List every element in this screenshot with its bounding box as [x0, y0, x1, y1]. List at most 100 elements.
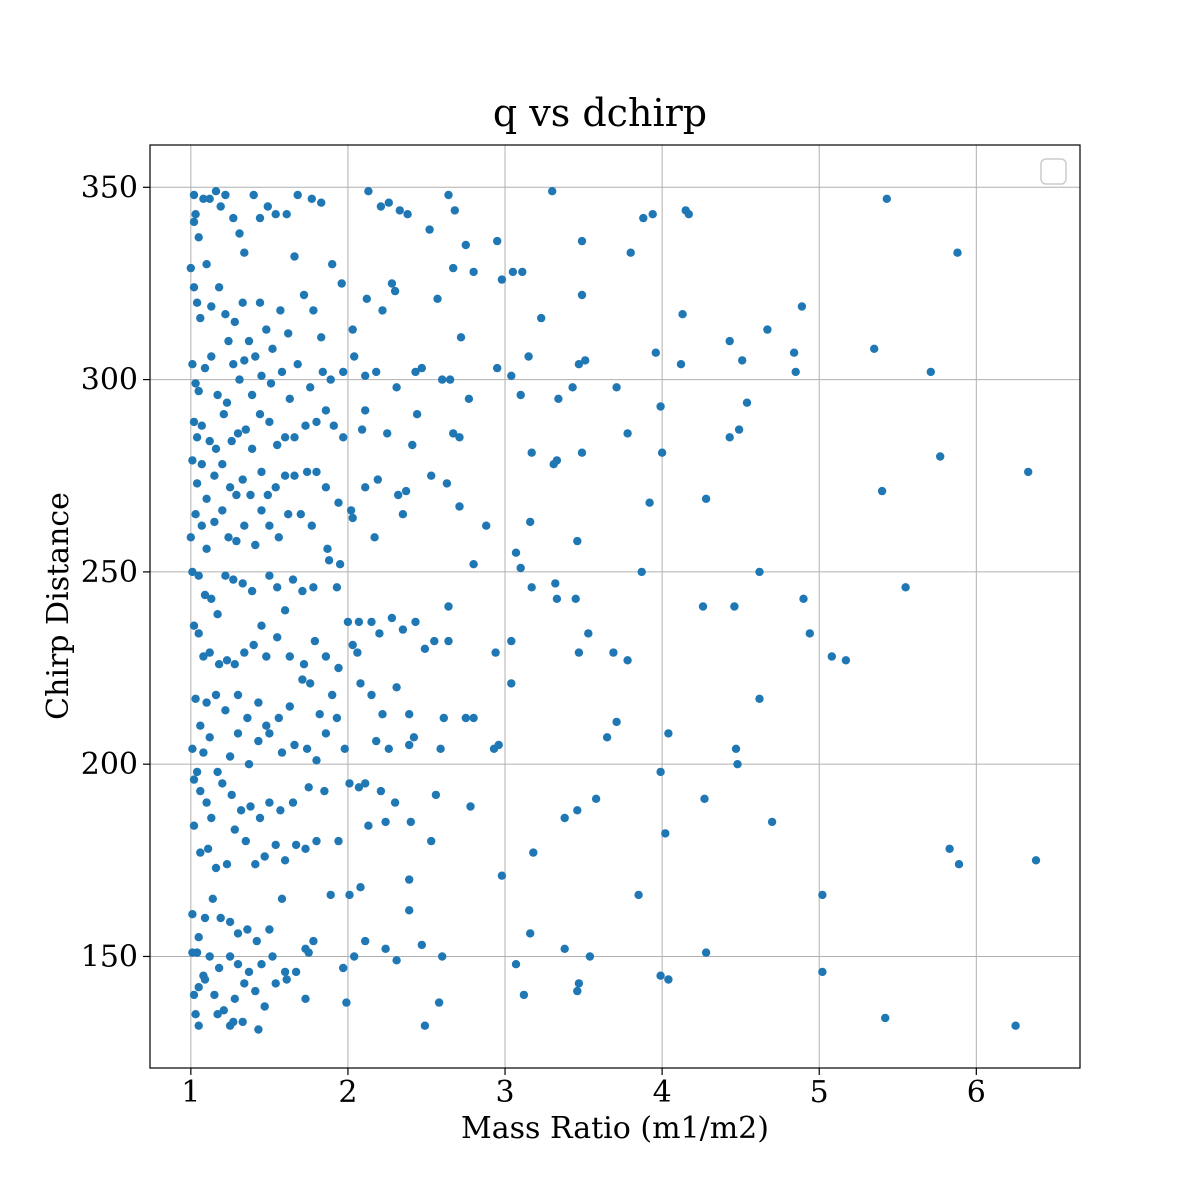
data-point: [1031, 856, 1041, 865]
data-point: [742, 398, 752, 407]
data-point: [265, 521, 274, 530]
data-point: [392, 683, 401, 692]
data-point: [529, 848, 538, 857]
data-point: [197, 421, 206, 430]
data-point: [353, 648, 362, 657]
data-point: [537, 313, 546, 323]
data-point: [202, 260, 211, 269]
data-point: [882, 194, 891, 203]
data-point: [367, 617, 376, 627]
data-point: [255, 813, 265, 823]
data-point: [244, 967, 254, 977]
data-point: [229, 1017, 238, 1027]
data-point: [301, 421, 310, 430]
data-point: [241, 425, 250, 434]
data-point: [240, 248, 249, 257]
data-point: [361, 371, 370, 380]
data-point: [827, 652, 836, 661]
data-point: [199, 652, 208, 661]
x-tick-label: 3: [495, 1075, 514, 1110]
data-point: [280, 856, 290, 865]
data-point: [584, 629, 593, 638]
data-point: [262, 652, 271, 661]
data-point: [335, 560, 345, 569]
data-point: [255, 298, 265, 307]
data-point: [265, 417, 274, 427]
data-point: [280, 967, 290, 977]
data-point: [232, 490, 241, 500]
data-point: [317, 198, 326, 207]
data-point: [260, 1002, 269, 1011]
data-point: [285, 394, 294, 403]
data-point: [560, 813, 569, 823]
data-point: [255, 213, 265, 223]
data-point: [577, 290, 587, 300]
data-point: [280, 471, 290, 480]
data-point: [491, 648, 500, 657]
data-point: [383, 429, 392, 438]
data-point: [218, 779, 227, 788]
data-point: [731, 744, 741, 753]
data-point: [263, 490, 272, 500]
data-point: [298, 586, 307, 596]
data-point: [381, 944, 390, 953]
data-point: [211, 863, 221, 873]
data-point: [656, 971, 665, 980]
data-point: [312, 756, 321, 765]
data-point: [202, 494, 211, 503]
data-point: [277, 894, 287, 903]
data-point: [189, 775, 199, 784]
data-point: [235, 375, 244, 384]
data-point: [293, 190, 302, 200]
y-tick-label: 250: [81, 555, 138, 590]
data-point: [192, 433, 202, 442]
data-point: [238, 579, 247, 588]
data-point: [401, 486, 411, 496]
data-point: [255, 410, 265, 419]
data-point: [280, 433, 290, 442]
data-point: [276, 306, 285, 315]
data-point: [243, 925, 252, 934]
data-point: [577, 236, 587, 246]
data-point: [203, 844, 213, 853]
data-point: [309, 936, 318, 946]
data-point: [249, 640, 258, 650]
data-point: [591, 794, 601, 803]
data-point: [548, 187, 557, 196]
data-point: [375, 629, 384, 638]
data-point: [678, 310, 687, 319]
data-point: [192, 479, 202, 488]
data-point: [469, 713, 478, 723]
data-point: [321, 729, 331, 738]
data-point: [725, 433, 734, 442]
data-point: [257, 371, 266, 380]
data-point: [222, 656, 232, 665]
data-point: [954, 860, 964, 869]
axis-ticks: 1 2 3 4 5 6 150 200 250 300 350: [81, 170, 986, 1110]
data-point: [232, 536, 241, 546]
data-point: [274, 713, 283, 723]
data-point: [309, 306, 318, 315]
data-point: [262, 721, 271, 730]
data-point: [626, 248, 635, 257]
data-point: [554, 394, 563, 403]
data-point: [339, 963, 348, 973]
data-point: [200, 975, 210, 984]
data-point: [412, 410, 422, 419]
data-point: [191, 379, 200, 388]
data-point: [571, 594, 580, 603]
data-point: [207, 594, 216, 603]
data-point: [280, 606, 290, 615]
data-point: [763, 325, 772, 334]
data-point: [334, 498, 343, 507]
data-point: [623, 656, 632, 665]
data-point: [192, 948, 202, 957]
data-point: [265, 798, 274, 807]
data-point: [797, 302, 807, 311]
data-point: [755, 694, 764, 703]
data-point: [436, 744, 445, 753]
data-point: [213, 610, 222, 619]
data-point: [791, 367, 800, 377]
data-point: [240, 356, 249, 365]
